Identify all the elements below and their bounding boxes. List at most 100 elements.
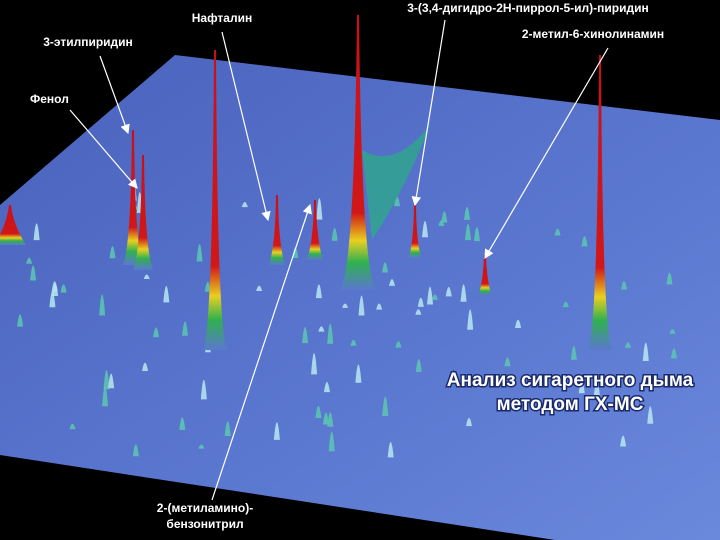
minor-peaks — [17, 181, 677, 458]
bump — [302, 326, 309, 344]
bump — [323, 382, 330, 393]
bump — [26, 257, 33, 264]
annotation-label: 3-(3,4-дигидро-2Н-пиррол-5-ил)-пиридин — [407, 1, 649, 15]
bump — [358, 295, 365, 316]
bump — [387, 441, 394, 458]
bump — [350, 339, 357, 346]
bump — [241, 202, 248, 208]
annotation-label: 3-этилпиридин — [43, 35, 133, 49]
bump — [322, 412, 329, 425]
annotation-label: 2-(метиламино)- — [157, 501, 253, 515]
bump — [669, 329, 676, 334]
bump — [163, 285, 170, 303]
bump — [33, 223, 40, 241]
peak — [0, 205, 26, 245]
bump — [153, 327, 160, 338]
bump — [473, 226, 480, 242]
bump — [179, 417, 186, 430]
bump — [388, 279, 395, 286]
bump — [224, 421, 231, 436]
bump — [578, 379, 585, 394]
bump — [431, 294, 438, 300]
annotations: Нафталин 3-этилпиридин Фенол 3-(3,4-дигидро… — [30, 1, 695, 531]
bump — [256, 285, 263, 292]
bump — [103, 370, 110, 390]
annotation-arrow — [411, 19, 446, 207]
bump — [328, 431, 335, 452]
bump — [382, 262, 389, 273]
bump — [109, 246, 116, 259]
bump — [593, 381, 600, 396]
bump — [415, 309, 422, 315]
bump — [581, 236, 588, 247]
bump — [198, 444, 205, 449]
bump — [30, 265, 37, 281]
annotation-label: 2-метил-6-хинолинамин — [522, 27, 664, 41]
bump — [625, 342, 632, 348]
bump — [467, 309, 474, 330]
peak — [269, 195, 285, 265]
peak — [340, 15, 376, 290]
annotation-arrow — [484, 47, 609, 260]
bump — [196, 244, 203, 262]
bump — [108, 373, 115, 389]
bump — [355, 364, 362, 383]
bump — [99, 294, 106, 316]
bump — [17, 314, 24, 327]
bump — [647, 406, 654, 424]
peak-tail — [362, 125, 430, 240]
bump — [642, 342, 649, 362]
bump — [515, 319, 522, 328]
bump — [273, 422, 280, 440]
bump — [670, 348, 677, 359]
bump — [204, 281, 211, 292]
annotation-arrow — [69, 109, 138, 189]
bump — [60, 284, 67, 293]
bump — [466, 417, 473, 427]
major-peaks — [0, 15, 612, 350]
annotation-label: Фенол — [30, 92, 69, 106]
bump — [142, 362, 149, 371]
peak — [123, 130, 143, 265]
bump — [554, 228, 561, 236]
bump — [316, 198, 323, 220]
bump — [382, 396, 389, 416]
bump — [445, 286, 452, 297]
caption: методом ГХ-МС — [497, 394, 644, 415]
peak — [307, 200, 323, 260]
bump — [438, 220, 445, 226]
bump — [417, 297, 424, 307]
bump — [562, 301, 569, 308]
bump — [327, 323, 334, 344]
bump — [315, 405, 322, 418]
bump — [620, 435, 627, 447]
bump — [395, 341, 402, 348]
bump — [331, 228, 338, 241]
peak — [133, 155, 153, 270]
bump — [327, 412, 334, 427]
peak — [479, 255, 491, 295]
annotation-label: бензонитрил — [166, 517, 243, 531]
annotation-arrow — [221, 31, 271, 222]
bump — [51, 281, 58, 292]
bump — [318, 326, 325, 332]
bump — [182, 321, 189, 336]
bump — [570, 345, 577, 360]
peak — [409, 205, 421, 258]
bump — [132, 444, 139, 457]
bump — [427, 286, 434, 305]
bump — [441, 211, 448, 223]
peak — [588, 55, 612, 350]
bump — [102, 386, 109, 407]
bump — [666, 272, 673, 285]
bump — [460, 284, 467, 302]
bump — [200, 379, 207, 400]
surface-plane — [0, 55, 720, 540]
bump — [376, 303, 383, 310]
caption: Анализ сигаретного дыма — [447, 370, 694, 391]
bump — [464, 206, 471, 220]
bump — [315, 284, 322, 299]
bump — [311, 353, 318, 375]
annotation-arrow — [99, 55, 130, 135]
